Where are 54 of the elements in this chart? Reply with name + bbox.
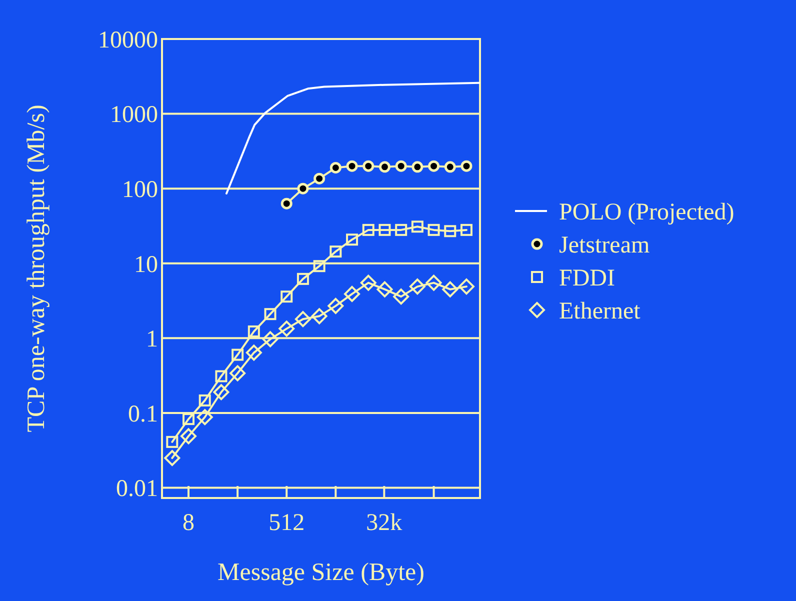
point xyxy=(313,260,326,272)
point xyxy=(294,311,311,328)
point xyxy=(198,394,211,406)
x-tick-label: 32k xyxy=(366,510,402,536)
point xyxy=(180,428,197,444)
point xyxy=(278,320,295,337)
y-tick-label: 1000 xyxy=(110,102,158,128)
point xyxy=(246,344,262,361)
point xyxy=(411,220,424,233)
point xyxy=(264,308,276,320)
point xyxy=(248,325,260,338)
y-tick-label: 10000 xyxy=(98,27,158,54)
y-axis-title: TCP one-way throughput (Mb/s) xyxy=(23,104,50,432)
point xyxy=(378,224,391,236)
x-tick-label: 512 xyxy=(268,510,305,536)
y-tick-label: 0.1 xyxy=(128,401,158,428)
point xyxy=(232,348,244,361)
point xyxy=(262,331,278,348)
x-tick-label: 8 xyxy=(182,510,195,536)
point xyxy=(311,308,328,324)
x-axis-title: Message Size (Byte) xyxy=(218,559,424,586)
point xyxy=(280,290,293,303)
point xyxy=(442,281,458,298)
point xyxy=(428,224,440,236)
point xyxy=(182,413,195,426)
legend-label: FDDI xyxy=(559,265,616,292)
point xyxy=(230,365,246,382)
point xyxy=(215,370,228,382)
point xyxy=(166,436,178,448)
y-tick-label: 1 xyxy=(146,326,158,353)
point xyxy=(360,274,376,291)
point xyxy=(460,224,472,236)
point xyxy=(426,274,442,291)
point xyxy=(328,298,344,314)
y-tick-label: 10 xyxy=(134,252,158,278)
point xyxy=(362,224,374,236)
legend-label: Ethernet xyxy=(559,298,641,324)
point xyxy=(444,225,456,238)
point xyxy=(164,450,180,466)
point xyxy=(458,278,474,295)
point xyxy=(376,281,393,298)
point xyxy=(330,246,342,258)
y-tick-label: 0.01 xyxy=(116,476,158,502)
point xyxy=(393,288,410,305)
point xyxy=(409,278,426,295)
point xyxy=(346,234,358,246)
legend-label: Jetstream xyxy=(559,232,650,258)
y-tick-label: 100 xyxy=(122,176,158,203)
legend-label: POLO (Projected) xyxy=(559,199,734,226)
point xyxy=(196,409,213,426)
point xyxy=(344,286,360,302)
point xyxy=(213,384,230,400)
point xyxy=(296,272,309,285)
point xyxy=(395,224,408,236)
